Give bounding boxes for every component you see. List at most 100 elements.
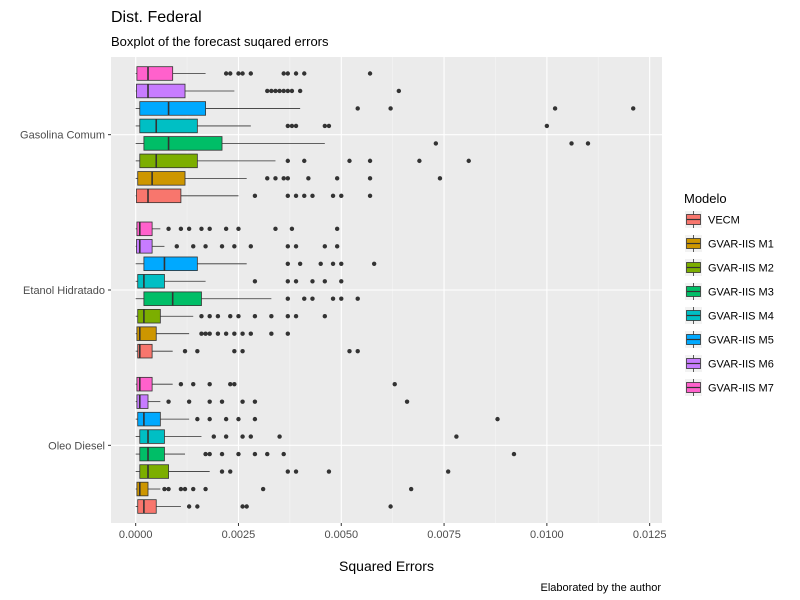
legend-entry-gvar-iis-m1: GVAR-IIS M1: [685, 235, 774, 252]
box-etanol-hidratado-gvar-iis-m7: [135, 221, 340, 237]
outlier-point: [203, 486, 208, 492]
outlier-point: [285, 71, 291, 76]
box-body: [136, 83, 186, 99]
outlier-point: [236, 416, 241, 422]
outlier-point: [240, 399, 245, 404]
outlier-point: [306, 176, 311, 181]
outlier-point: [223, 434, 229, 439]
outlier-point: [240, 434, 245, 439]
outlier-point: [223, 71, 229, 76]
outlier-point: [285, 314, 291, 319]
x-tick-label: 0.0000: [119, 529, 153, 541]
outlier-point: [310, 279, 315, 284]
x-tick-label: 0.0075: [427, 529, 461, 541]
outlier-point: [322, 314, 328, 319]
outlier-point: [215, 314, 221, 319]
outlier-point: [293, 314, 299, 319]
outlier-point: [195, 504, 200, 509]
outlier-point: [285, 331, 291, 336]
outlier-point: [322, 279, 328, 284]
outlier-point: [186, 399, 192, 404]
outlier-point: [265, 451, 270, 457]
box-etanol-hidratado-vecm: [135, 343, 360, 359]
outlier-point: [232, 244, 237, 249]
box-body: [136, 394, 149, 409]
box-body: [139, 153, 198, 169]
outlier-point: [511, 451, 517, 457]
outlier-point: [302, 193, 307, 199]
box-body: [136, 221, 153, 237]
outlier-point: [293, 244, 299, 249]
box-gasolina-comum-gvar-iis-m7: [135, 66, 373, 81]
outlier-point: [302, 158, 307, 164]
outlier-point: [269, 331, 274, 336]
outlier-point: [339, 279, 344, 284]
x-tick-label: 0.0050: [324, 529, 358, 541]
legend-label: VECM: [708, 215, 740, 227]
outlier-point: [285, 261, 291, 266]
legend-label: GVAR-IIS M7: [708, 383, 774, 395]
box-etanol-hidratado-gvar-iis-m2: [135, 308, 328, 324]
outlier-point: [223, 416, 229, 422]
box-gasolina-comum-gvar-iis-m1: [135, 171, 443, 186]
outlier-point: [396, 88, 402, 94]
outlier-point: [293, 469, 299, 474]
outlier-point: [215, 331, 221, 336]
outlier-point: [236, 71, 241, 76]
legend-label: GVAR-IIS M2: [708, 263, 774, 275]
box-etanol-hidratado-gvar-iis-m1: [135, 326, 291, 341]
box-gasolina-comum-gvar-iis-m5: [135, 101, 636, 116]
box-body: [136, 66, 174, 81]
box-body: [137, 499, 157, 514]
outlier-point: [252, 193, 258, 199]
box-gasolina-comum-gvar-iis-m3: [135, 136, 591, 151]
outlier-point: [273, 88, 278, 94]
box-oleo-diesel-gvar-iis-m7: [135, 376, 397, 392]
outlier-point: [203, 244, 208, 249]
box-body: [137, 343, 153, 359]
legend-label: GVAR-IIS M3: [708, 287, 774, 299]
legend-label: GVAR-IIS M1: [708, 239, 774, 251]
boxes-layer: [135, 66, 636, 514]
outlier-point: [219, 469, 225, 474]
outlier-point: [232, 381, 237, 387]
outlier-point: [367, 71, 373, 76]
outlier-point: [293, 123, 299, 129]
outlier-point: [330, 193, 336, 199]
outlier-point: [285, 193, 291, 199]
outlier-point: [339, 193, 344, 199]
box-etanol-hidratado-gvar-iis-m5: [135, 256, 377, 272]
outlier-point: [281, 451, 286, 457]
box-body: [136, 376, 153, 392]
outlier-point: [244, 504, 249, 509]
outlier-point: [182, 486, 188, 492]
outlier-point: [228, 469, 233, 474]
outlier-point: [240, 331, 245, 336]
y-tick-label-gasolina-comum: Gasolina Comum: [20, 130, 105, 142]
outlier-point: [223, 331, 229, 336]
outlier-point: [417, 158, 422, 164]
outlier-point: [228, 381, 233, 387]
outlier-point: [285, 158, 291, 164]
outlier-point: [289, 123, 295, 129]
outlier-point: [355, 348, 360, 354]
outlier-point: [191, 244, 196, 249]
box-oleo-diesel-gvar-iis-m2: [135, 464, 451, 479]
outlier-point: [252, 279, 258, 284]
outlier-point: [207, 399, 212, 404]
outlier-point: [322, 123, 328, 129]
outlier-point: [273, 226, 278, 232]
box-gasolina-comum-gvar-iis-m4: [135, 118, 550, 134]
outlier-point: [544, 123, 550, 129]
outlier-point: [285, 296, 291, 301]
outlier-point: [318, 261, 323, 266]
outlier-point: [219, 244, 225, 249]
outlier-point: [219, 451, 225, 457]
outlier-point: [334, 226, 340, 232]
outlier-point: [466, 158, 471, 164]
box-body: [143, 136, 223, 151]
y-tick-label-oleo-diesel: Oleo Diesel: [48, 440, 105, 452]
outlier-point: [302, 296, 307, 301]
outlier-point: [367, 158, 373, 164]
outlier-point: [252, 314, 258, 319]
